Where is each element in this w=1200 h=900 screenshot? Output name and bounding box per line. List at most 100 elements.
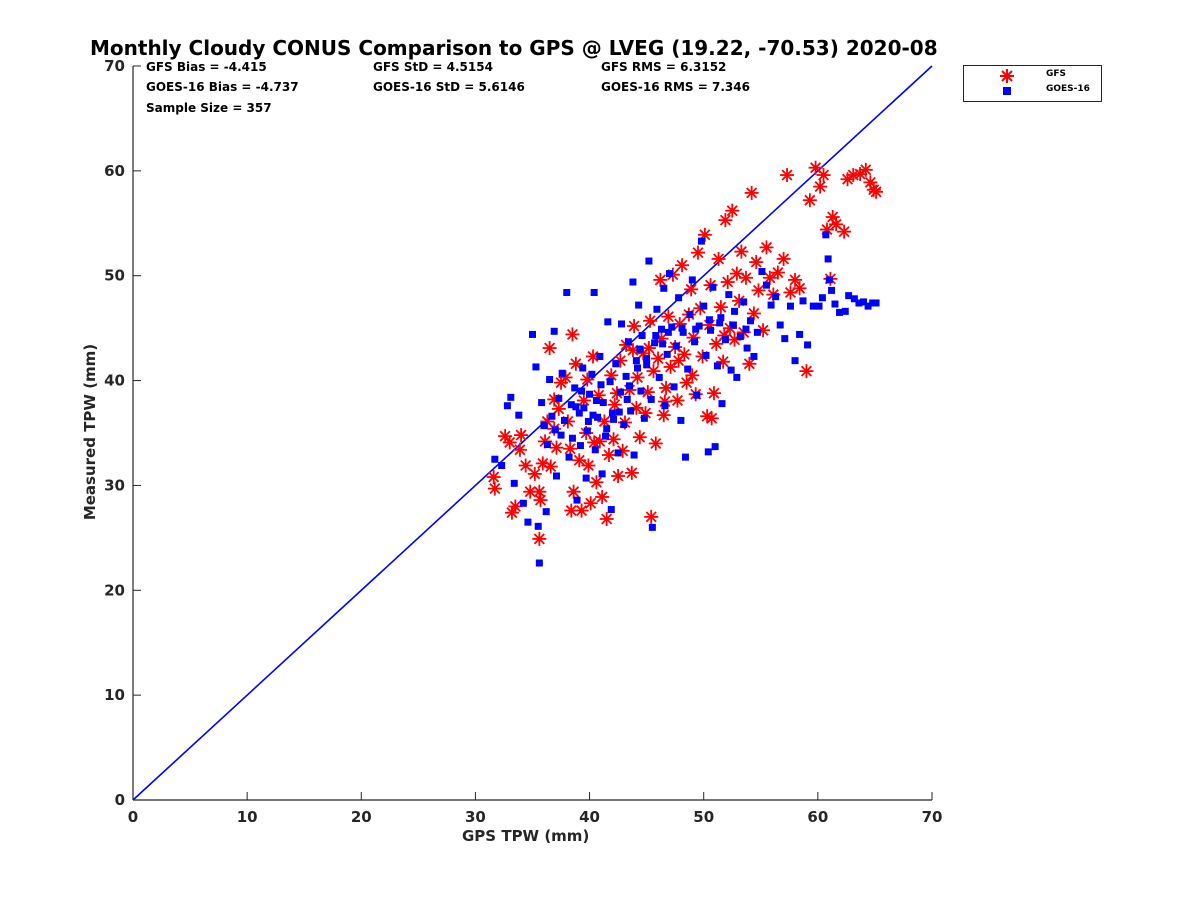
data-point: [582, 474, 590, 482]
series-gfs: [486, 160, 884, 546]
data-point: [713, 300, 728, 315]
data-point: [792, 281, 807, 296]
data-point: [828, 286, 836, 294]
data-point: [568, 356, 583, 371]
data-point: [542, 508, 550, 516]
data-point: [831, 300, 839, 308]
data-point: [546, 376, 554, 384]
data-point: [781, 335, 789, 343]
data-point: [762, 281, 770, 289]
data-point: [725, 203, 740, 218]
data-point: [663, 359, 678, 374]
data-point: [845, 292, 853, 300]
data-point: [563, 288, 571, 296]
data-point: [589, 411, 597, 419]
x-tick-label: 50: [693, 808, 714, 826]
data-point: [716, 354, 731, 369]
data-point: [729, 321, 737, 329]
data-point: [630, 451, 638, 459]
data-point: [635, 301, 643, 309]
data-point: [718, 400, 726, 408]
data-point: [507, 393, 515, 401]
data-point: [584, 417, 592, 425]
series-goes-16: [491, 231, 880, 567]
data-point: [672, 342, 680, 350]
data-point: [566, 484, 581, 499]
data-point: [498, 462, 506, 470]
data-point: [487, 481, 502, 496]
data-point: [514, 428, 529, 443]
data-point: [647, 395, 655, 403]
data-point: [675, 294, 683, 302]
data-point: [705, 316, 713, 324]
data-point: [629, 278, 637, 286]
x-tick-label: 20: [351, 808, 372, 826]
data-point: [688, 276, 696, 284]
data-point: [740, 298, 748, 306]
y-tick-label: 70: [104, 57, 125, 75]
data-point: [684, 282, 699, 297]
data-point: [512, 442, 527, 457]
data-point: [613, 353, 628, 368]
data-point: [693, 391, 701, 399]
data-point: [510, 479, 518, 487]
legend-item-gfs: GFS: [964, 68, 1101, 84]
data-point: [822, 231, 830, 239]
data-point: [626, 382, 634, 390]
y-tick-label: 10: [104, 686, 125, 704]
data-point: [645, 257, 653, 265]
data-point: [717, 314, 725, 322]
data-point: [697, 227, 712, 242]
data-point: [864, 302, 872, 310]
data-point: [565, 453, 573, 461]
data-point: [742, 356, 757, 371]
data-point: [681, 453, 689, 461]
data-point: [641, 341, 656, 356]
data-point: [543, 459, 558, 474]
x-tick-label: 0: [128, 808, 138, 826]
data-point: [615, 408, 623, 416]
data-point: [604, 318, 612, 326]
data-point: [799, 297, 807, 305]
legend-label-goes16: GOES-16: [1046, 84, 1090, 94]
data-point: [580, 404, 588, 412]
data-point: [653, 305, 661, 313]
data-point: [597, 381, 605, 389]
chart-title: Monthly Cloudy CONUS Comparison to GPS @…: [90, 36, 938, 60]
data-point: [736, 333, 744, 341]
legend-item-goes16: GOES-16: [964, 83, 1101, 99]
data-point: [614, 449, 622, 457]
data-point: [527, 466, 542, 481]
data-point: [652, 331, 660, 339]
y-tick-label: 0: [115, 791, 125, 809]
data-point: [612, 360, 620, 368]
x-tick-label: 60: [807, 808, 828, 826]
gfs-std-stat: GFS StD = 4.5154: [373, 60, 493, 74]
data-point: [567, 401, 575, 409]
data-point: [767, 301, 775, 309]
data-point: [627, 407, 635, 415]
data-point: [825, 276, 833, 284]
y-tick-label: 40: [104, 372, 125, 390]
data-point: [713, 362, 721, 370]
data-point: [809, 302, 817, 310]
data-point: [637, 387, 645, 395]
data-point: [515, 411, 523, 419]
data-point: [532, 484, 547, 499]
data-point: [555, 394, 563, 402]
data-point: [552, 472, 560, 480]
y-tick-label: 30: [104, 476, 125, 494]
data-point: [529, 330, 536, 338]
data-point: [565, 327, 580, 342]
data-point: [655, 373, 663, 381]
x-axis-label: GPS TPW (mm): [462, 827, 590, 845]
data-point: [643, 313, 658, 328]
data-point: [692, 325, 700, 333]
data-point: [802, 193, 817, 208]
data-point: [602, 432, 610, 440]
data-point: [679, 328, 687, 336]
data-point: [574, 503, 589, 518]
data-point: [579, 364, 587, 372]
data-point: [753, 328, 761, 336]
data-point: [620, 421, 628, 429]
